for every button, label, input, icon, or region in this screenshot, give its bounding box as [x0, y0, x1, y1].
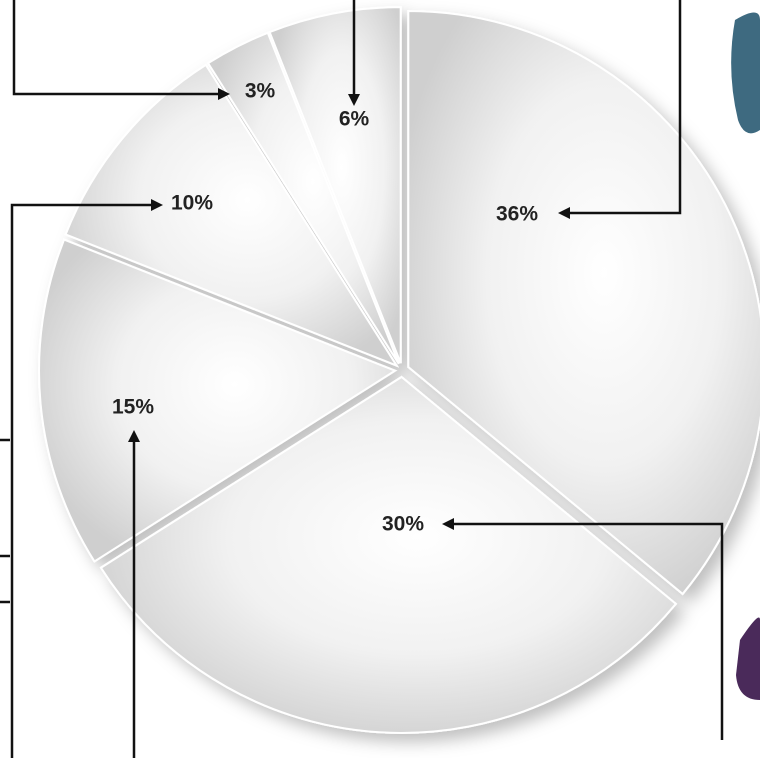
- connector: [12, 0, 222, 96]
- data-label: 36%: [496, 203, 538, 226]
- arrow: [348, 94, 360, 106]
- arrow: [151, 199, 163, 211]
- data-label: 15%: [112, 396, 154, 419]
- arrow: [218, 88, 230, 100]
- pie: [38, 6, 760, 734]
- pie-slice: [407, 10, 760, 596]
- data-label: 6%: [339, 108, 370, 131]
- thumbnail: [736, 617, 760, 700]
- connectors: [0, 0, 724, 758]
- arrow: [558, 207, 570, 219]
- thumbnail: [731, 12, 760, 134]
- data-label: 3%: [245, 80, 276, 103]
- connector: [565, 0, 682, 215]
- pie-slice: [38, 238, 398, 563]
- data-label: 10%: [171, 192, 213, 215]
- arrow: [442, 518, 454, 530]
- labels: 36% 30% 15% 10% 3% 6%: [112, 80, 538, 536]
- pie-slice: [99, 375, 678, 734]
- pie-slice: [64, 63, 400, 368]
- arrow: [128, 430, 140, 442]
- connector: [10, 203, 155, 758]
- pie-slice: [268, 6, 402, 364]
- data-label: 30%: [382, 513, 424, 536]
- connector: [450, 522, 724, 740]
- pie-slice: [206, 31, 400, 365]
